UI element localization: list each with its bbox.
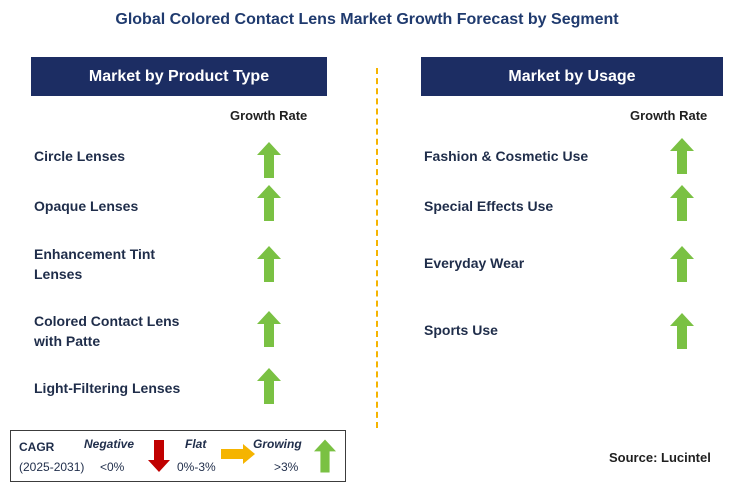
usage-item-fashion-cosmetic: Fashion & Cosmetic Use <box>424 148 589 164</box>
growing-arrow-icon <box>257 142 281 178</box>
legend-period: (2025-2031) <box>19 460 85 474</box>
growing-arrow-icon <box>670 138 694 174</box>
legend-flat-label: Flat <box>185 437 207 451</box>
product-growth-rate-label: Growth Rate <box>230 108 308 123</box>
legend-flat-range: 0%-3% <box>177 460 216 474</box>
growing-arrow-icon <box>670 246 694 282</box>
legend-growing-range: >3% <box>274 460 299 474</box>
legend-negative-range: <0% <box>100 460 125 474</box>
growing-arrow-icon <box>314 439 336 473</box>
product-item-opaque-lenses: Opaque Lenses <box>34 198 139 214</box>
negative-arrow-icon <box>148 440 170 472</box>
growing-arrow-icon <box>257 246 281 282</box>
usage-growth-rate-label: Growth Rate <box>630 108 708 123</box>
growing-arrow-icon <box>670 185 694 221</box>
product-item-enhancement-tint: Enhancement Tint Lenses <box>34 246 156 282</box>
usage-item-special-effects: Special Effects Use <box>424 198 554 214</box>
growing-arrow-icon <box>257 311 281 347</box>
cagr-legend: CAGR (2025-2031) Negative <0% Flat 0%-3%… <box>10 430 346 482</box>
chart-title: Global Colored Contact Lens Market Growt… <box>115 11 619 28</box>
legend-cagr-label: CAGR <box>19 440 55 454</box>
product-item-colored-contact-patte: Colored Contact Lens with Patte <box>34 313 180 349</box>
growing-arrow-icon <box>670 313 694 349</box>
source-note: Source: Lucintel <box>609 450 711 465</box>
legend-negative-label: Negative <box>84 437 135 451</box>
usage-header: Market by Usage <box>421 57 723 96</box>
usage-item-sports-use: Sports Use <box>424 322 498 338</box>
growing-arrow-icon <box>257 185 281 221</box>
product-type-header: Market by Product Type <box>31 57 327 96</box>
product-item-light-filtering: Light-Filtering Lenses <box>34 380 181 396</box>
legend-growing-label: Growing <box>253 437 302 451</box>
product-item-circle-lenses: Circle Lenses <box>34 148 126 164</box>
growing-arrow-icon <box>257 368 281 404</box>
usage-item-everyday-wear: Everyday Wear <box>424 255 525 271</box>
flat-arrow-icon <box>221 444 255 464</box>
dashed-divider <box>376 68 378 428</box>
